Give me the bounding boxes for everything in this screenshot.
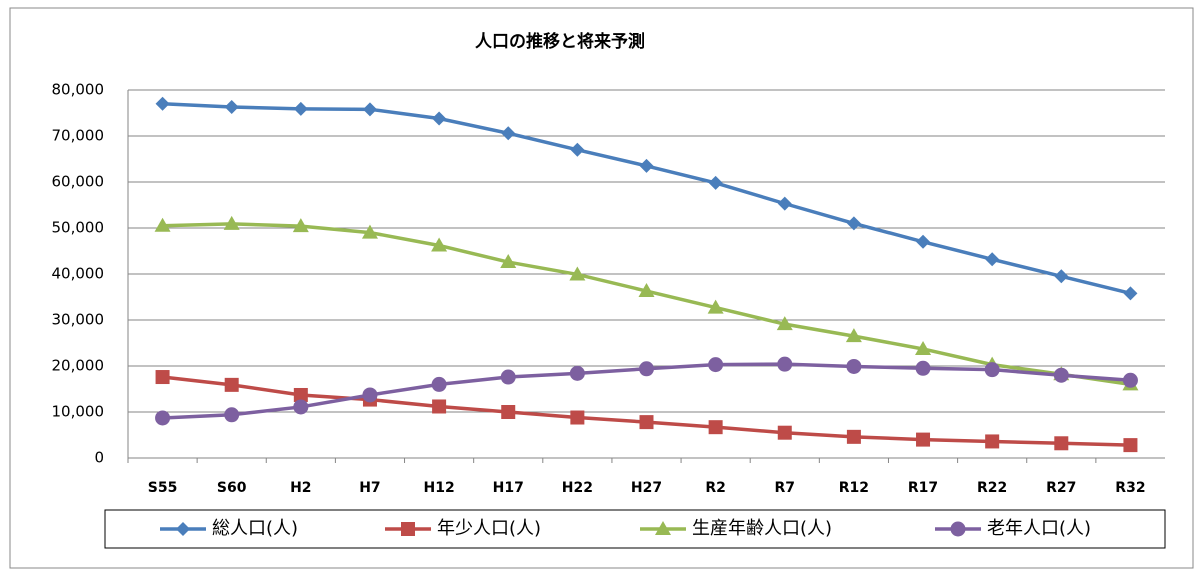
marker <box>362 387 378 403</box>
marker <box>155 96 170 111</box>
marker <box>223 215 240 230</box>
marker <box>569 365 585 381</box>
marker <box>570 410 585 425</box>
y-tick-label: 80,000 <box>52 81 105 99</box>
marker <box>916 234 931 249</box>
marker <box>639 415 654 430</box>
marker <box>985 252 1000 267</box>
marker <box>707 299 724 314</box>
chart-frame <box>9 7 1194 569</box>
marker <box>777 425 792 440</box>
marker <box>431 237 448 252</box>
legend-label: 老年人口(人) <box>987 518 1091 539</box>
x-tick-label: R22 <box>977 480 1007 496</box>
marker <box>501 126 516 141</box>
y-tick-label: 30,000 <box>52 311 105 329</box>
marker <box>293 399 309 415</box>
legend-label: 総人口(人) <box>212 518 298 539</box>
marker <box>569 266 586 281</box>
marker <box>155 410 171 426</box>
marker <box>708 420 723 435</box>
marker <box>1053 367 1069 383</box>
x-tick-label: H2 <box>290 480 311 496</box>
legend-box <box>104 509 1166 549</box>
marker <box>950 521 966 537</box>
marker <box>155 370 170 385</box>
x-tick-label: R7 <box>775 480 796 496</box>
marker <box>708 357 724 373</box>
marker <box>915 340 932 355</box>
y-tick-label: 0 <box>94 449 104 467</box>
marker <box>293 387 308 402</box>
marker <box>501 405 516 419</box>
marker <box>639 361 654 377</box>
marker <box>916 432 931 447</box>
marker <box>361 224 378 239</box>
x-tick-label: H27 <box>631 480 662 496</box>
marker <box>1054 436 1069 451</box>
x-tick-label: S55 <box>148 480 178 496</box>
marker <box>1123 438 1138 453</box>
marker <box>500 254 517 269</box>
legend-label: 生産年齢人口(人) <box>692 518 832 539</box>
legend-label: 年少人口(人) <box>437 518 541 539</box>
marker <box>1054 269 1069 284</box>
marker <box>639 158 654 173</box>
marker <box>846 429 861 444</box>
marker <box>224 407 240 423</box>
x-tick-label: H12 <box>423 480 454 496</box>
marker <box>432 399 447 414</box>
y-tick-label: 50,000 <box>52 219 105 237</box>
marker <box>845 328 862 343</box>
x-tick-label: H7 <box>359 480 380 496</box>
x-tick-label: R12 <box>839 480 869 496</box>
x-tick-label: S60 <box>217 480 247 496</box>
marker <box>708 175 723 190</box>
marker <box>846 358 862 374</box>
marker <box>777 356 793 372</box>
x-tick-label: H22 <box>562 480 593 496</box>
marker <box>655 521 671 535</box>
marker <box>984 362 1000 378</box>
marker <box>293 101 308 116</box>
marker <box>777 196 792 211</box>
marker <box>570 142 585 157</box>
marker <box>224 100 239 115</box>
marker <box>776 316 793 331</box>
marker <box>176 522 190 536</box>
marker <box>915 360 931 376</box>
marker <box>1123 286 1138 301</box>
x-tick-label: R32 <box>1115 480 1145 496</box>
marker <box>985 434 1000 449</box>
x-tick-label: R17 <box>908 480 938 496</box>
marker <box>362 102 377 117</box>
marker <box>432 111 447 126</box>
x-tick-label: R27 <box>1046 480 1076 496</box>
chart-title: 人口の推移と将来予測 <box>475 31 645 52</box>
marker <box>401 522 415 536</box>
marker <box>1122 372 1138 388</box>
y-tick-label: 40,000 <box>52 265 105 283</box>
marker <box>638 283 655 298</box>
marker <box>292 218 309 233</box>
marker <box>500 369 516 385</box>
y-tick-label: 70,000 <box>52 127 105 145</box>
y-tick-label: 60,000 <box>52 173 105 191</box>
marker <box>431 376 447 392</box>
y-tick-label: 10,000 <box>52 403 105 421</box>
x-tick-label: H17 <box>493 480 524 496</box>
marker <box>224 377 239 392</box>
y-tick-label: 20,000 <box>52 357 105 375</box>
x-tick-label: R2 <box>705 480 726 496</box>
marker <box>846 216 861 231</box>
marker <box>154 217 171 232</box>
